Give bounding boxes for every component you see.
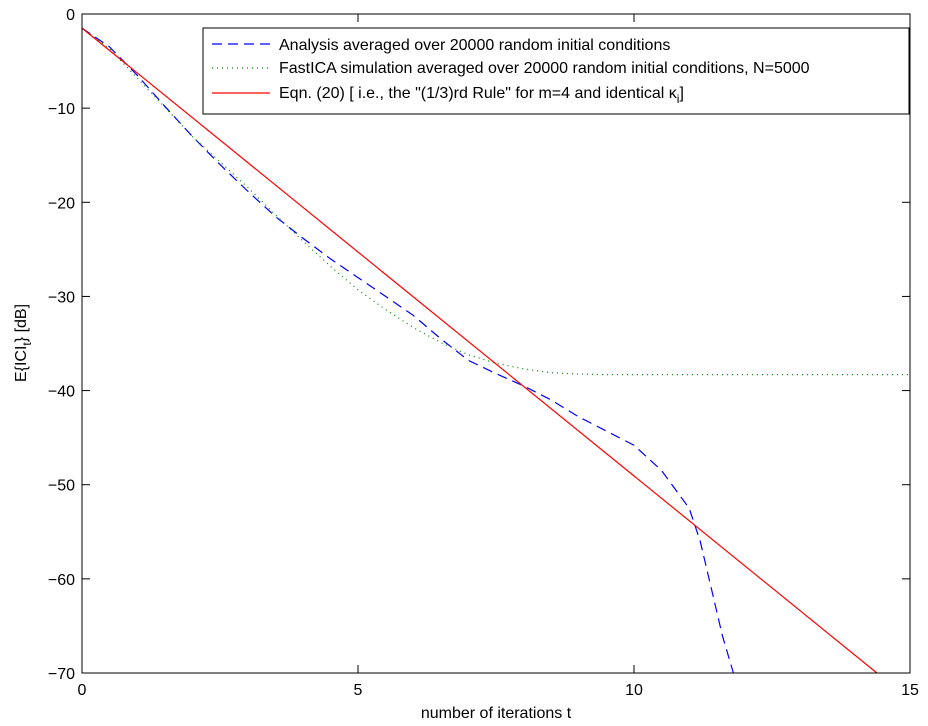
y-tick-label: −40 <box>48 384 75 401</box>
legend-label-eqn20: Eqn. (20) [ i.e., the "(1/3)rd Rule" for… <box>279 85 684 106</box>
x-tick-label: 0 <box>78 682 87 699</box>
legend: Analysis averaged over 20000 random init… <box>202 27 910 115</box>
legend-label-fastica: FastICA simulation averaged over 20000 r… <box>279 60 810 77</box>
x-tick-label: 15 <box>901 682 919 699</box>
plot-area <box>82 14 910 673</box>
y-tick-label: −70 <box>48 666 75 683</box>
legend-label-eqn20-sub: i <box>677 92 680 106</box>
series-layer <box>81 27 910 674</box>
y-tick-label: −10 <box>48 101 75 118</box>
legend-label-analysis: Analysis averaged over 20000 random init… <box>279 37 670 54</box>
y-tick-label: −30 <box>48 289 75 306</box>
x-tick-label: 5 <box>354 682 363 699</box>
ticks-layer: 0 5 10 15 0 −10 −20 −30 −40 −50 −60 −70 <box>48 7 919 699</box>
legend-label-eqn20-tail: ] <box>679 85 683 102</box>
y-axis-label-sub: t <box>20 342 34 346</box>
x-axis-label: number of iterations t <box>421 705 572 721</box>
x-tick-label: 10 <box>625 682 643 699</box>
series-line-eqn20 <box>81 27 878 674</box>
plot-frame <box>81 13 911 674</box>
y-axis-label-tail: } [dB] <box>13 304 30 342</box>
y-tick-label: −60 <box>48 572 75 589</box>
legend-box <box>202 27 910 115</box>
y-axis-label-main: E{ICI <box>13 346 30 382</box>
series-line-analysis <box>81 27 734 674</box>
y-tick-label: −50 <box>48 478 75 495</box>
y-tick-label: −20 <box>48 195 75 212</box>
y-tick-label: 0 <box>66 7 75 24</box>
y-axis-label: E{ICIt} [dB] <box>13 304 34 382</box>
legend-label-eqn20-main: Eqn. (20) [ i.e., the "(1/3)rd Rule" for… <box>279 85 678 102</box>
